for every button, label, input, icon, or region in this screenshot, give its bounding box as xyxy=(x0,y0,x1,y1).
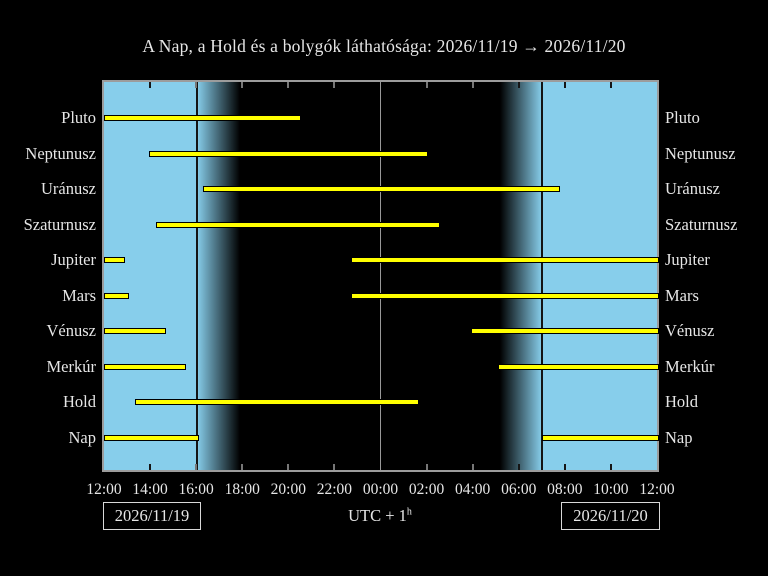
x-axis-tick-label: 12:00 xyxy=(86,481,122,498)
row-label-left-pluto: Pluto xyxy=(61,108,96,127)
row-label-left-uránusz: Uránusz xyxy=(41,179,96,199)
row-label-left-vénusz: Vénusz xyxy=(46,321,96,341)
row-label-left-merkúr: Merkúr xyxy=(46,356,96,376)
hour-tick-bottom xyxy=(149,464,152,470)
row-label-left-jupiter: Jupiter xyxy=(51,250,96,270)
x-axis-tick-label: 18:00 xyxy=(224,481,260,498)
x-axis-tick-label: 10:00 xyxy=(593,481,629,498)
row-label-left-neptunusz: Neptunusz xyxy=(25,143,96,163)
hour-tick-bottom xyxy=(563,464,566,470)
hour-tick-top xyxy=(425,82,428,88)
visibility-bar-jupiter xyxy=(351,257,659,264)
row-label-left-hold: Hold xyxy=(63,392,96,412)
visibility-bar-merkúr xyxy=(498,363,659,370)
row-label-left-nap: Nap xyxy=(68,428,97,448)
row-label-right-vénusz: Vénusz xyxy=(665,321,715,341)
row-label-left-szaturnusz: Szaturnusz xyxy=(23,214,96,234)
hour-tick-top xyxy=(609,82,612,88)
visibility-bar-szaturnusz xyxy=(156,221,441,228)
twilight-gradient xyxy=(197,82,240,470)
hour-tick-top xyxy=(241,82,244,88)
hour-tick-bottom xyxy=(195,464,198,470)
x-axis-tick-label: 02:00 xyxy=(408,481,445,498)
page-title: A Nap, a Hold és a bolygók láthatósága: … xyxy=(142,36,626,56)
hour-tick-top xyxy=(333,82,336,88)
midnight-line xyxy=(379,82,382,470)
visibility-bar-merkúr xyxy=(104,363,186,370)
row-label-right-neptunusz: Neptunusz xyxy=(665,143,736,163)
row-labels-left: Pluto Neptunusz Uránusz Szaturnusz Jupiter Ma… xyxy=(0,80,96,472)
hour-tick-bottom xyxy=(287,464,290,470)
row-label-right-uránusz: Uránusz xyxy=(665,179,720,199)
row-label-right-pluto: Pluto xyxy=(665,108,700,127)
visibility-bar-uránusz xyxy=(203,186,560,193)
hour-tick-bottom xyxy=(471,464,474,470)
row-label-right-szaturnusz: Szaturnusz xyxy=(665,214,738,234)
visibility-bar-neptunusz xyxy=(148,150,428,157)
visibility-bar-nap xyxy=(104,435,200,442)
hour-tick-top xyxy=(149,82,152,88)
visibility-bar-vénusz xyxy=(104,328,166,335)
hour-tick-bottom xyxy=(609,464,612,470)
row-label-right-jupiter: Jupiter xyxy=(665,250,710,270)
visibility-bar-mars xyxy=(351,292,659,299)
visibility-bar-nap xyxy=(541,435,659,442)
hour-tick-bottom xyxy=(333,464,336,470)
hour-tick-top xyxy=(471,82,474,88)
date-box-left: 2026/11/19 xyxy=(103,502,201,530)
x-axis-tick-label: 06:00 xyxy=(501,481,537,498)
hour-tick-top xyxy=(563,82,566,88)
row-label-right-mars: Mars xyxy=(665,285,699,305)
hour-tick-top xyxy=(517,82,520,88)
x-axis-tick-label: 12:00 xyxy=(639,481,675,498)
visibility-bar-jupiter xyxy=(104,257,125,264)
hour-tick-bottom xyxy=(241,464,244,470)
x-axis-tick-label: 14:00 xyxy=(132,481,168,498)
twilight-gradient xyxy=(500,82,542,470)
timezone-label: UTC + 1h xyxy=(348,506,412,525)
row-label-right-hold: Hold xyxy=(665,392,698,412)
row-label-left-mars: Mars xyxy=(62,285,96,305)
x-axis-tick-label: 22:00 xyxy=(316,481,353,498)
row-labels-right: Pluto Neptunusz Uránusz Szaturnusz Jupiter Ma… xyxy=(665,80,768,472)
x-axis-tick-label: 20:00 xyxy=(270,481,306,498)
visibility-bar-pluto xyxy=(104,115,301,121)
plot-area xyxy=(102,80,659,472)
x-axis-tick-label: 16:00 xyxy=(178,481,214,498)
hour-tick-bottom xyxy=(425,464,428,470)
daylight-region xyxy=(104,82,198,470)
row-label-right-merkúr: Merkúr xyxy=(665,356,715,376)
x-axis-tick-label: 04:00 xyxy=(455,481,491,498)
hour-tick-top xyxy=(287,82,290,88)
horizon-line xyxy=(196,82,199,470)
hour-tick-bottom xyxy=(517,464,520,470)
hour-tick-top xyxy=(195,82,198,88)
visibility-bar-mars xyxy=(104,292,130,299)
horizon-line xyxy=(540,82,543,470)
row-label-right-nap: Nap xyxy=(665,428,693,448)
x-axis-tick-label: 00:00 xyxy=(362,481,399,498)
visibility-bar-vénusz xyxy=(471,328,659,335)
date-box-right: 2026/11/20 xyxy=(561,502,660,530)
x-axis-tick-label: 08:00 xyxy=(547,481,583,498)
visibility-bar-hold xyxy=(135,399,419,406)
daylight-region xyxy=(541,82,657,470)
